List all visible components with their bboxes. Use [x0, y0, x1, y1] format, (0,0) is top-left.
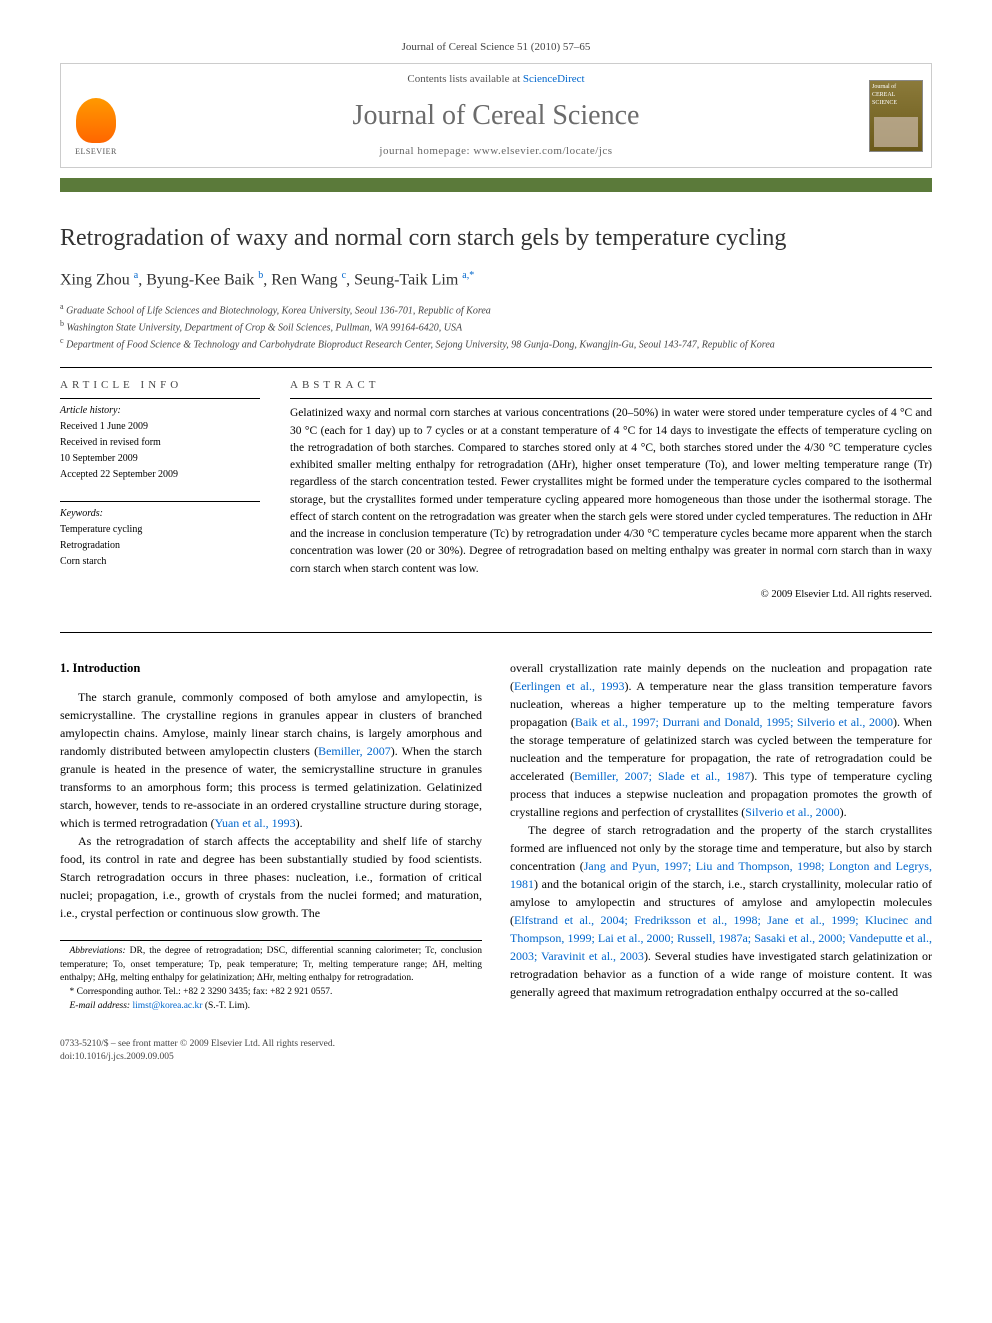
rule-info [60, 398, 260, 399]
authors-line: Xing Zhou a, Byung-Kee Baik b, Ren Wang … [60, 269, 932, 291]
body-paragraph: As the retrogradation of starch affects … [60, 832, 482, 922]
history-line: Accepted 22 September 2009 [60, 467, 260, 483]
homepage-line: journal homepage: www.elsevier.com/locat… [141, 144, 851, 159]
body-columns: 1. Introduction The starch granule, comm… [60, 659, 932, 1014]
doi-line: doi:10.1016/j.jcs.2009.09.005 [60, 1051, 932, 1064]
article-title: Retrogradation of waxy and normal corn s… [60, 222, 932, 254]
citation-link[interactable]: Silverio et al., 2000 [745, 805, 839, 819]
history-label: Article history: [60, 403, 260, 419]
email-label: E-mail address: [70, 1001, 133, 1011]
abbrev-label: Abbreviations: [70, 946, 126, 956]
email-link[interactable]: limst@korea.ac.kr [132, 1001, 202, 1011]
contents-line: Contents lists available at ScienceDirec… [141, 72, 851, 87]
body-text: As the retrogradation of starch affects … [60, 834, 482, 920]
sciencedirect-link[interactable]: ScienceDirect [523, 73, 585, 85]
rule-abs [290, 398, 932, 399]
history-line: Received in revised form [60, 435, 260, 451]
citation-link[interactable]: Yuan et al., 1993 [215, 816, 296, 830]
elsevier-logo: ELSEVIER [61, 64, 131, 167]
section-heading-intro: 1. Introduction [60, 659, 482, 678]
cover-thumbnail: Journal of CEREAL SCIENCE [861, 64, 931, 167]
cover-text: Journal of CEREAL SCIENCE [872, 84, 897, 106]
article-info-col: ARTICLE INFO Article history: Received 1… [60, 372, 260, 603]
abstract-text: Gelatinized waxy and normal corn starche… [290, 405, 932, 578]
copyright-line: © 2009 Elsevier Ltd. All rights reserved… [290, 588, 932, 602]
corr-label: * Corresponding author. [70, 987, 164, 997]
section-color-bar [60, 178, 932, 192]
citation-link[interactable]: Bemiller, 2007 [318, 744, 391, 758]
rule-kw [60, 501, 260, 502]
corr-text: Tel.: +82 2 3290 3435; fax: +82 2 921 05… [164, 987, 333, 997]
body-paragraph: overall crystallization rate mainly depe… [510, 659, 932, 821]
cover-image: Journal of CEREAL SCIENCE [869, 80, 923, 152]
elsevier-tree-icon [76, 98, 116, 143]
citation-link[interactable]: Baik et al., 1997; Durrani and Donald, 1… [575, 715, 893, 729]
affiliations: a Graduate School of Life Sciences and B… [60, 301, 932, 353]
journal-name: Journal of Cereal Science [141, 97, 851, 135]
abstract-col: ABSTRACT Gelatinized waxy and normal cor… [290, 372, 932, 603]
email-footnote: E-mail address: limst@korea.ac.kr (S.-T.… [60, 1000, 482, 1014]
contents-prefix: Contents lists available at [407, 73, 522, 85]
citation-link[interactable]: Bemiller, 2007; Slade et al., 1987 [574, 769, 750, 783]
homepage-url[interactable]: www.elsevier.com/locate/jcs [473, 145, 612, 157]
body-paragraph: The degree of starch retrogradation and … [510, 821, 932, 1001]
journal-header: ELSEVIER Contents lists available at Sci… [60, 63, 932, 168]
bottom-meta: 0733-5210/$ – see front matter © 2009 El… [60, 1038, 932, 1065]
article-info-heading: ARTICLE INFO [60, 378, 260, 393]
rule-top [60, 367, 932, 368]
abbreviations-footnote: Abbreviations: DR, the degree of retrogr… [60, 945, 482, 986]
keywords-block: Keywords: Temperature cycling Retrograda… [60, 506, 260, 570]
keyword: Temperature cycling [60, 522, 260, 538]
history-line: 10 September 2009 [60, 451, 260, 467]
citation-link[interactable]: Eerlingen et al., 1993 [514, 679, 624, 693]
email-suffix: (S.-T. Lim). [202, 1001, 250, 1011]
article-history: Article history: Received 1 June 2009 Re… [60, 403, 260, 483]
corresponding-author-footnote: * Corresponding author. Tel.: +82 2 3290… [60, 986, 482, 1000]
body-paragraph: The starch granule, commonly composed of… [60, 688, 482, 832]
keyword: Retrogradation [60, 538, 260, 554]
top-citation: Journal of Cereal Science 51 (2010) 57–6… [60, 40, 932, 55]
keyword: Corn starch [60, 554, 260, 570]
rule-body-top [60, 632, 932, 633]
footnote-block: Abbreviations: DR, the degree of retrogr… [60, 940, 482, 1014]
publisher-name: ELSEVIER [75, 147, 117, 158]
body-text: ). [296, 816, 303, 830]
body-text: ). [840, 805, 847, 819]
issn-line: 0733-5210/$ – see front matter © 2009 El… [60, 1038, 932, 1051]
abstract-heading: ABSTRACT [290, 378, 932, 393]
history-line: Received 1 June 2009 [60, 419, 260, 435]
homepage-label: journal homepage: [379, 145, 473, 157]
keywords-label: Keywords: [60, 506, 260, 522]
